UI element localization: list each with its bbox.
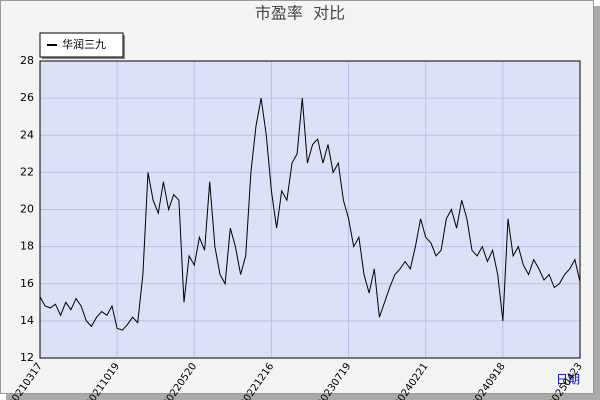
y-tick-label: 18	[20, 240, 34, 253]
plot-border	[39, 60, 581, 359]
y-tick-label: 20	[20, 203, 34, 216]
chart-title: 市盈率 对比	[255, 4, 345, 23]
y-tick-label: 22	[20, 165, 34, 178]
shadow	[6, 394, 600, 400]
y-tick-label: 26	[20, 91, 34, 104]
x-axis-label: 日期	[556, 373, 580, 387]
y-tick-label: 16	[20, 277, 34, 290]
y-tick-label: 24	[20, 128, 34, 141]
y-tick-label: 28	[20, 54, 34, 67]
legend-label: 华润三九	[62, 37, 106, 51]
shadow	[594, 6, 600, 400]
y-tick-label: 14	[20, 314, 34, 327]
line-series	[39, 98, 581, 331]
y-tick-label: 12	[20, 351, 34, 364]
